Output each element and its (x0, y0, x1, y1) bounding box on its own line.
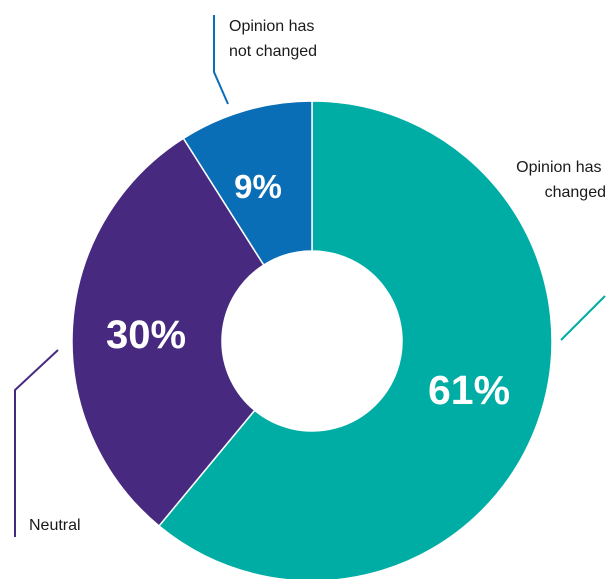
callout-text-neutral: Neutral (29, 517, 81, 534)
callout-line-neutral (14, 349, 59, 537)
callout-text-not-changed: Opinion has not changed (229, 18, 319, 60)
slice-label-not-changed: 9% (234, 168, 282, 205)
slice-label-changed: 61% (428, 367, 510, 413)
callout-line-not-changed (213, 15, 229, 105)
donut-slice-not-changed (182, 100, 313, 267)
callout-changed: Opinion has changed (516, 159, 606, 341)
donut-slices (71, 100, 553, 579)
callout-not-changed: Opinion has not changed (213, 15, 319, 105)
slice-labels: 61% 30% 9% (106, 168, 510, 413)
slice-label-neutral: 30% (106, 313, 186, 357)
callout-text-changed: Opinion has changed (516, 159, 606, 201)
callout-line-changed (560, 295, 606, 341)
donut-slice-changed (157, 100, 553, 579)
callout-neutral: Neutral (14, 349, 81, 537)
donut-slice-neutral (71, 137, 265, 527)
